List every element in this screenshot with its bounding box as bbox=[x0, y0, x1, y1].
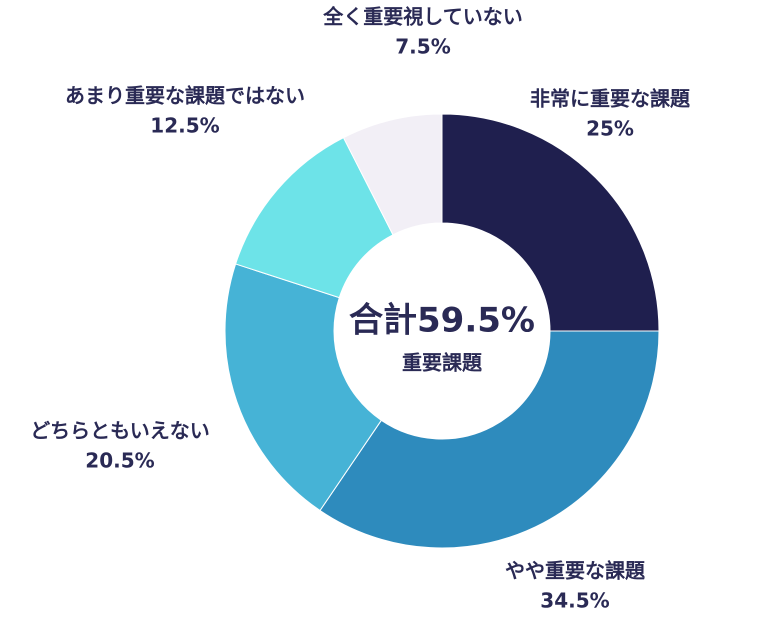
segment-value: 25% bbox=[586, 117, 634, 141]
segment-label: 非常に重要な課題 bbox=[530, 87, 691, 111]
segment-label: あまり重要な課題ではない bbox=[65, 84, 305, 108]
segment-value: 20.5% bbox=[85, 449, 154, 473]
donut-segment bbox=[342, 113, 443, 236]
donut-segment bbox=[441, 113, 660, 332]
segment-value: 12.5% bbox=[150, 114, 219, 138]
segment-label: 全く重要視していない bbox=[322, 5, 522, 29]
center-subtitle: 重要課題 bbox=[402, 351, 483, 375]
donut-segment bbox=[319, 330, 660, 549]
segment-label: やや重要な課題 bbox=[505, 559, 646, 583]
segment-label: どちらともいえない bbox=[30, 419, 210, 443]
segment-value: 7.5% bbox=[395, 35, 450, 59]
segment-value: 34.5% bbox=[540, 589, 609, 613]
donut-segment bbox=[224, 263, 382, 512]
center-title: 合計59.5% bbox=[349, 301, 535, 341]
